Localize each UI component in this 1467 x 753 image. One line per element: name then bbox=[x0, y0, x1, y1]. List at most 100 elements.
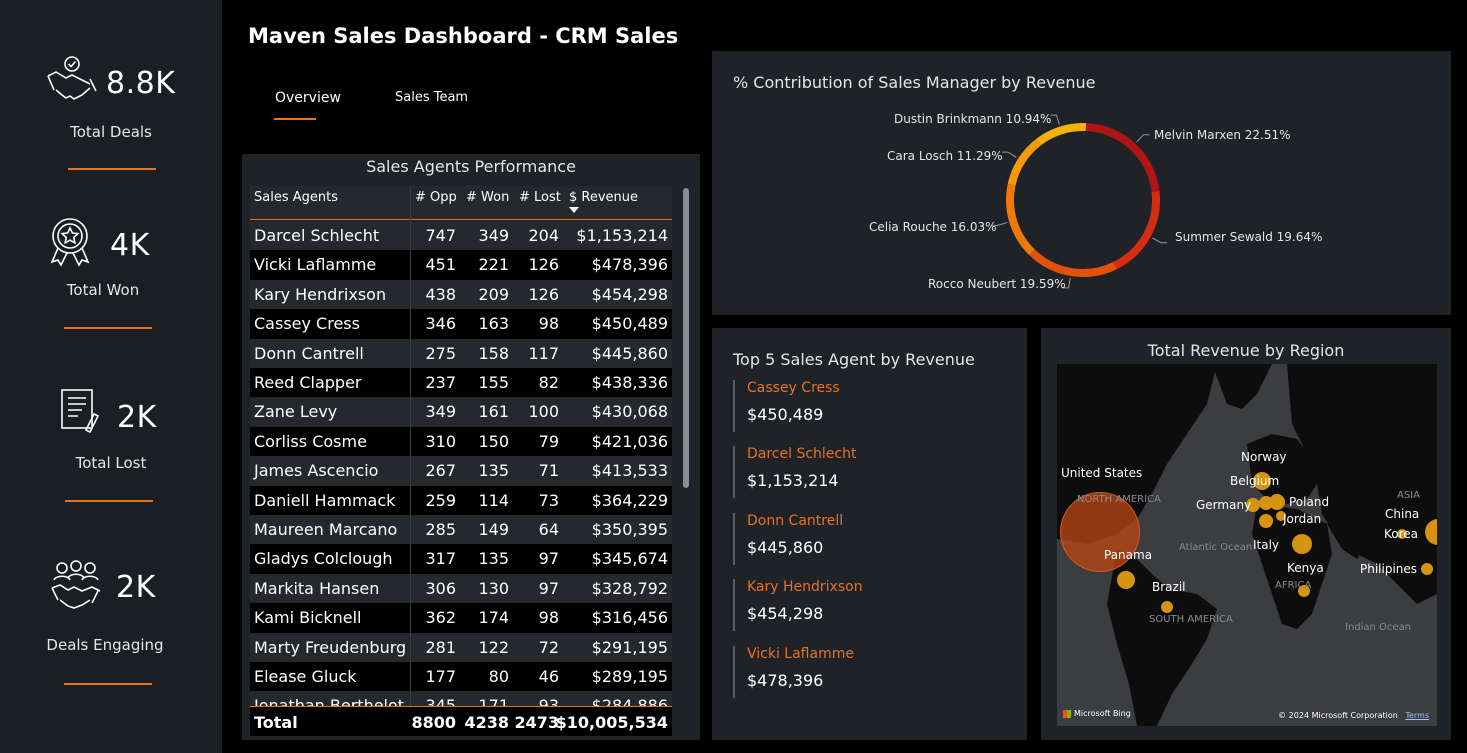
lost-cell: 97 bbox=[538, 578, 559, 598]
lost-cell: 93 bbox=[538, 696, 559, 707]
donut-label-cara-losch: Cara Losch 11.29% bbox=[887, 149, 1003, 163]
table-row[interactable]: Corliss Cosme 310 150 79 $421,036 bbox=[250, 426, 672, 457]
table-row[interactable]: Donn Cantrell 275 158 117 $445,860 bbox=[250, 338, 672, 368]
bubble-united-states[interactable] bbox=[1060, 492, 1140, 572]
copyright-text: © 2024 Microsoft Corporation bbox=[1278, 711, 1398, 720]
donut-label-dustin-brinkmann: Dustin Brinkmann 10.94% bbox=[894, 112, 1052, 126]
top5-item[interactable]: Cassey Cress $450,489 bbox=[733, 380, 1013, 432]
agent-name-cell: Corliss Cosme bbox=[254, 431, 367, 451]
table-row[interactable]: Darcel Schlecht 747 349 204 $1,153,214 bbox=[250, 221, 672, 251]
top5-item[interactable]: Donn Cantrell $445,860 bbox=[733, 513, 1013, 565]
donut-slice-melvin-marxen[interactable] bbox=[1085, 123, 1160, 193]
donut-slice-rocco-neubert[interactable] bbox=[1028, 249, 1117, 277]
top5-agent-revenue: $1,153,214 bbox=[747, 471, 839, 490]
revenue-cell: $364,229 bbox=[591, 490, 668, 510]
top5-item[interactable]: Darcel Schlecht $1,153,214 bbox=[733, 446, 1013, 498]
table-row[interactable]: Marty Freudenburg 281 122 72 $291,195 bbox=[250, 632, 672, 662]
bubble-kenya[interactable] bbox=[1298, 585, 1310, 597]
table-total-row: Total 8800 4238 2473 $10,005,534 bbox=[250, 706, 672, 736]
table-title: Sales Agents Performance bbox=[366, 157, 576, 176]
donut-leader-line bbox=[1002, 151, 1017, 158]
won-cell: 149 bbox=[478, 520, 509, 539]
revenue-cell: $284,886 bbox=[591, 696, 668, 707]
donut-label-melvin-marxen: Melvin Marxen 22.51% bbox=[1154, 128, 1291, 142]
table-row[interactable]: Vicki Laflamme 451 221 126 $478,396 bbox=[250, 250, 672, 280]
header-opp[interactable]: # Opp bbox=[415, 190, 457, 205]
lost-cell: 82 bbox=[538, 373, 559, 392]
donut-slice-dustin-brinkmann[interactable] bbox=[1036, 123, 1087, 146]
kpi-divider bbox=[65, 500, 153, 502]
opp-cell: 349 bbox=[425, 402, 456, 422]
opp-cell: 310 bbox=[425, 431, 456, 451]
map-region-south-america: SOUTH AMERICA bbox=[1149, 614, 1233, 625]
donut-slice-cara-losch[interactable] bbox=[1007, 138, 1042, 186]
table-row[interactable]: Markita Hansen 306 130 97 $328,792 bbox=[250, 573, 672, 604]
bubble-panama[interactable] bbox=[1117, 571, 1135, 589]
table-row[interactable]: Daniell Hammack 259 114 73 $364,229 bbox=[250, 485, 672, 515]
revenue-cell: $478,396 bbox=[591, 255, 668, 275]
donut-slice-celia-rouche[interactable] bbox=[1006, 183, 1035, 255]
sort-descending-icon[interactable] bbox=[569, 207, 579, 213]
bubble-italy[interactable] bbox=[1259, 514, 1273, 528]
top5-title: Top 5 Sales Agent by Revenue bbox=[733, 350, 975, 369]
won-cell: 80 bbox=[488, 667, 509, 686]
won-cell: 161 bbox=[478, 402, 509, 422]
table-row[interactable]: James Ascencio 267 135 71 $413,533 bbox=[250, 456, 672, 486]
bubble-philipines[interactable] bbox=[1421, 563, 1433, 575]
donut-leader-line bbox=[1062, 277, 1071, 289]
tab-overview[interactable]: Overview bbox=[275, 90, 341, 106]
bubble-korea[interactable] bbox=[1397, 529, 1407, 539]
opp-cell: 451 bbox=[425, 255, 456, 275]
top5-agent-name: Kary Hendrixson bbox=[747, 579, 863, 595]
table-row[interactable]: Zane Levy 349 161 100 $430,068 bbox=[250, 397, 672, 427]
won-cell: 150 bbox=[478, 431, 509, 451]
donut-slice-summer-sewald[interactable] bbox=[1113, 191, 1160, 270]
active-tab-indicator bbox=[274, 118, 316, 120]
agent-name-cell: Markita Hansen bbox=[254, 578, 380, 598]
lost-cell: 72 bbox=[538, 637, 559, 657]
bubble-jordan[interactable] bbox=[1276, 511, 1286, 521]
map-region-atlantic-ocean: Atlantic Ocean bbox=[1179, 542, 1253, 553]
lost-cell: 98 bbox=[538, 314, 559, 334]
table-row[interactable]: Kami Bicknell 362 174 98 $316,456 bbox=[250, 603, 672, 633]
donut-chart[interactable] bbox=[712, 51, 1451, 315]
lost-cell: 64 bbox=[538, 520, 559, 539]
table-row[interactable]: Jonathan Berthelot 345 171 93 $284,886 bbox=[250, 691, 672, 707]
header-sales-agents[interactable]: Sales Agents bbox=[254, 190, 338, 205]
table-row[interactable]: Reed Clapper 237 155 82 $438,336 bbox=[250, 368, 672, 398]
header-won[interactable]: # Won bbox=[466, 190, 510, 205]
table-scrollbar[interactable] bbox=[682, 186, 690, 736]
bubble-belgium[interactable] bbox=[1246, 498, 1260, 512]
map-region-indian-ocean: Indian Ocean bbox=[1345, 622, 1412, 633]
table-row[interactable]: Gladys Colclough 317 135 97 $345,674 bbox=[250, 544, 672, 574]
won-cell: 163 bbox=[478, 314, 509, 334]
bubble-kenya-north[interactable] bbox=[1292, 534, 1312, 554]
tab-sales-team[interactable]: Sales Team bbox=[395, 90, 469, 105]
bing-logo: Microsoft Bing bbox=[1063, 709, 1131, 718]
header-lost[interactable]: # Lost bbox=[519, 190, 561, 205]
top5-item[interactable]: Vicki Laflamme $478,396 bbox=[733, 646, 1013, 698]
region-map[interactable]: United States Norway Belgium Germany Pol… bbox=[1057, 364, 1437, 726]
table-row[interactable]: Maureen Marcano 285 149 64 $350,395 bbox=[250, 515, 672, 545]
scrollbar-thumb[interactable] bbox=[683, 188, 689, 488]
total-revenue: $10,005,534 bbox=[555, 713, 668, 732]
header-revenue[interactable]: $ Revenue bbox=[569, 190, 639, 205]
opp-cell: 285 bbox=[425, 520, 456, 539]
table-body[interactable]: Darcel Schlecht 747 349 204 $1,153,214 Vicki … bbox=[250, 221, 672, 707]
map-copyright: © 2024 Microsoft Corporation Terms bbox=[1278, 711, 1429, 720]
bubble-china[interactable] bbox=[1425, 519, 1437, 545]
bubble-norway[interactable] bbox=[1253, 472, 1271, 490]
bubble-brazil[interactable] bbox=[1161, 601, 1173, 613]
terms-link[interactable]: Terms bbox=[1405, 711, 1429, 720]
map-region-north-america: NORTH AMERICA bbox=[1077, 494, 1161, 505]
lost-cell: 126 bbox=[528, 284, 559, 304]
table-row[interactable]: Cassey Cress 346 163 98 $450,489 bbox=[250, 309, 672, 339]
bubble-poland[interactable] bbox=[1269, 494, 1285, 510]
won-cell: 221 bbox=[478, 255, 509, 275]
won-cell: 135 bbox=[478, 549, 509, 569]
won-cell: 171 bbox=[478, 696, 509, 707]
table-row[interactable]: Elease Gluck 177 80 46 $289,195 bbox=[250, 662, 672, 692]
table-row[interactable]: Kary Hendrixson 438 209 126 $454,298 bbox=[250, 279, 672, 310]
top5-item[interactable]: Kary Hendrixson $454,298 bbox=[733, 579, 1013, 631]
opp-cell: 177 bbox=[425, 667, 456, 686]
